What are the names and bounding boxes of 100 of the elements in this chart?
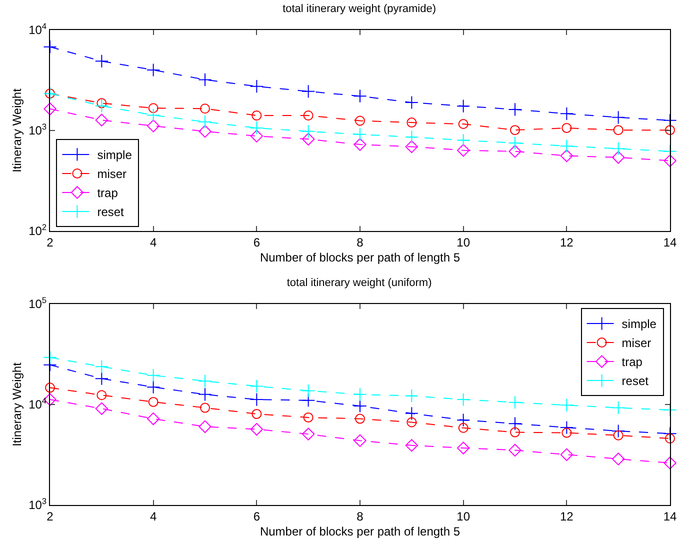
point [146, 108, 160, 122]
point [198, 420, 212, 433]
chart-title: total itinerary weight (pyramide) [282, 2, 436, 15]
point [612, 452, 625, 466]
legend-label: trap [622, 355, 643, 370]
point [612, 110, 626, 124]
point [510, 427, 520, 438]
point [353, 388, 367, 402]
legend-label: trap [97, 186, 118, 200]
point [94, 372, 108, 386]
point [508, 102, 522, 116]
legend-label: reset [622, 374, 650, 388]
x-tick-label: 2 [46, 235, 54, 250]
point [250, 379, 264, 394]
point [146, 120, 160, 132]
point [303, 110, 314, 120]
y-tick-label: 10$^{3}$ [28, 496, 47, 512]
x-tick-label: 4 [150, 509, 157, 524]
point [560, 398, 574, 412]
point [663, 114, 677, 128]
x-tick-label: 6 [253, 509, 260, 524]
legend-label: simple [97, 148, 132, 162]
y-tick-label: 10$^{2}$ [28, 222, 47, 238]
point [560, 106, 574, 120]
point [198, 115, 212, 129]
point [96, 390, 107, 400]
point [302, 384, 316, 398]
point [148, 396, 158, 407]
point [353, 128, 367, 142]
point [458, 422, 468, 433]
point [146, 368, 160, 382]
point [406, 417, 417, 428]
point [44, 102, 56, 116]
point [456, 442, 470, 454]
point [508, 444, 522, 457]
point [354, 434, 366, 447]
point [354, 138, 366, 151]
point [302, 428, 315, 440]
point [562, 122, 572, 133]
point [612, 142, 626, 156]
point [302, 124, 316, 138]
point [45, 382, 55, 393]
point [250, 130, 264, 142]
x-tick-label: 6 [253, 235, 260, 250]
point [94, 54, 108, 68]
point [353, 89, 367, 103]
point [456, 144, 470, 157]
point [404, 96, 418, 110]
point [146, 380, 160, 394]
point [198, 125, 212, 138]
point [303, 412, 314, 422]
point [95, 114, 108, 126]
chart-title: total itinerary weight (uniform) [286, 276, 432, 289]
point [456, 392, 470, 406]
point [252, 408, 262, 419]
point [250, 121, 264, 135]
point [612, 151, 625, 164]
point [458, 119, 468, 130]
x-tick-label: 8 [356, 509, 364, 524]
x-tick-label: 12 [560, 509, 574, 524]
point [665, 125, 675, 136]
point [664, 456, 676, 470]
point [355, 116, 365, 126]
point [663, 426, 677, 440]
point [146, 63, 160, 77]
point [663, 144, 677, 158]
y-tick-label: 10$^{3}$ [28, 122, 47, 138]
point [43, 40, 57, 54]
x-tick-label: 8 [356, 235, 364, 250]
x-axis-title: Number of blocks per path of length 5 [260, 250, 460, 264]
point [302, 84, 316, 98]
legend-label: simple [622, 317, 657, 332]
x-tick-label: 14 [663, 235, 677, 250]
point [353, 399, 367, 413]
point [148, 103, 158, 114]
point [613, 125, 624, 136]
point [252, 110, 262, 120]
y-tick-label: 10$^{5}$ [28, 295, 47, 312]
x-axis-title: Number of blocks per path of length 5 [260, 524, 460, 538]
point [612, 401, 626, 415]
point [508, 145, 522, 158]
point [94, 99, 108, 113]
point [404, 406, 418, 420]
point [404, 130, 418, 144]
point [200, 104, 210, 114]
point [663, 403, 677, 417]
point [508, 396, 522, 410]
point [302, 132, 315, 146]
point [405, 140, 418, 154]
point [510, 125, 520, 136]
point [406, 118, 417, 128]
point [613, 430, 624, 440]
x-tick-label: 10 [456, 509, 470, 524]
point [146, 412, 160, 426]
legend-label: miser [622, 336, 652, 350]
point [198, 374, 212, 388]
y-axis-title: Itinerary Weight [10, 362, 24, 446]
legend-label: reset [97, 205, 125, 220]
x-tick-label: 2 [46, 509, 54, 524]
x-tick-label: 4 [150, 235, 157, 250]
